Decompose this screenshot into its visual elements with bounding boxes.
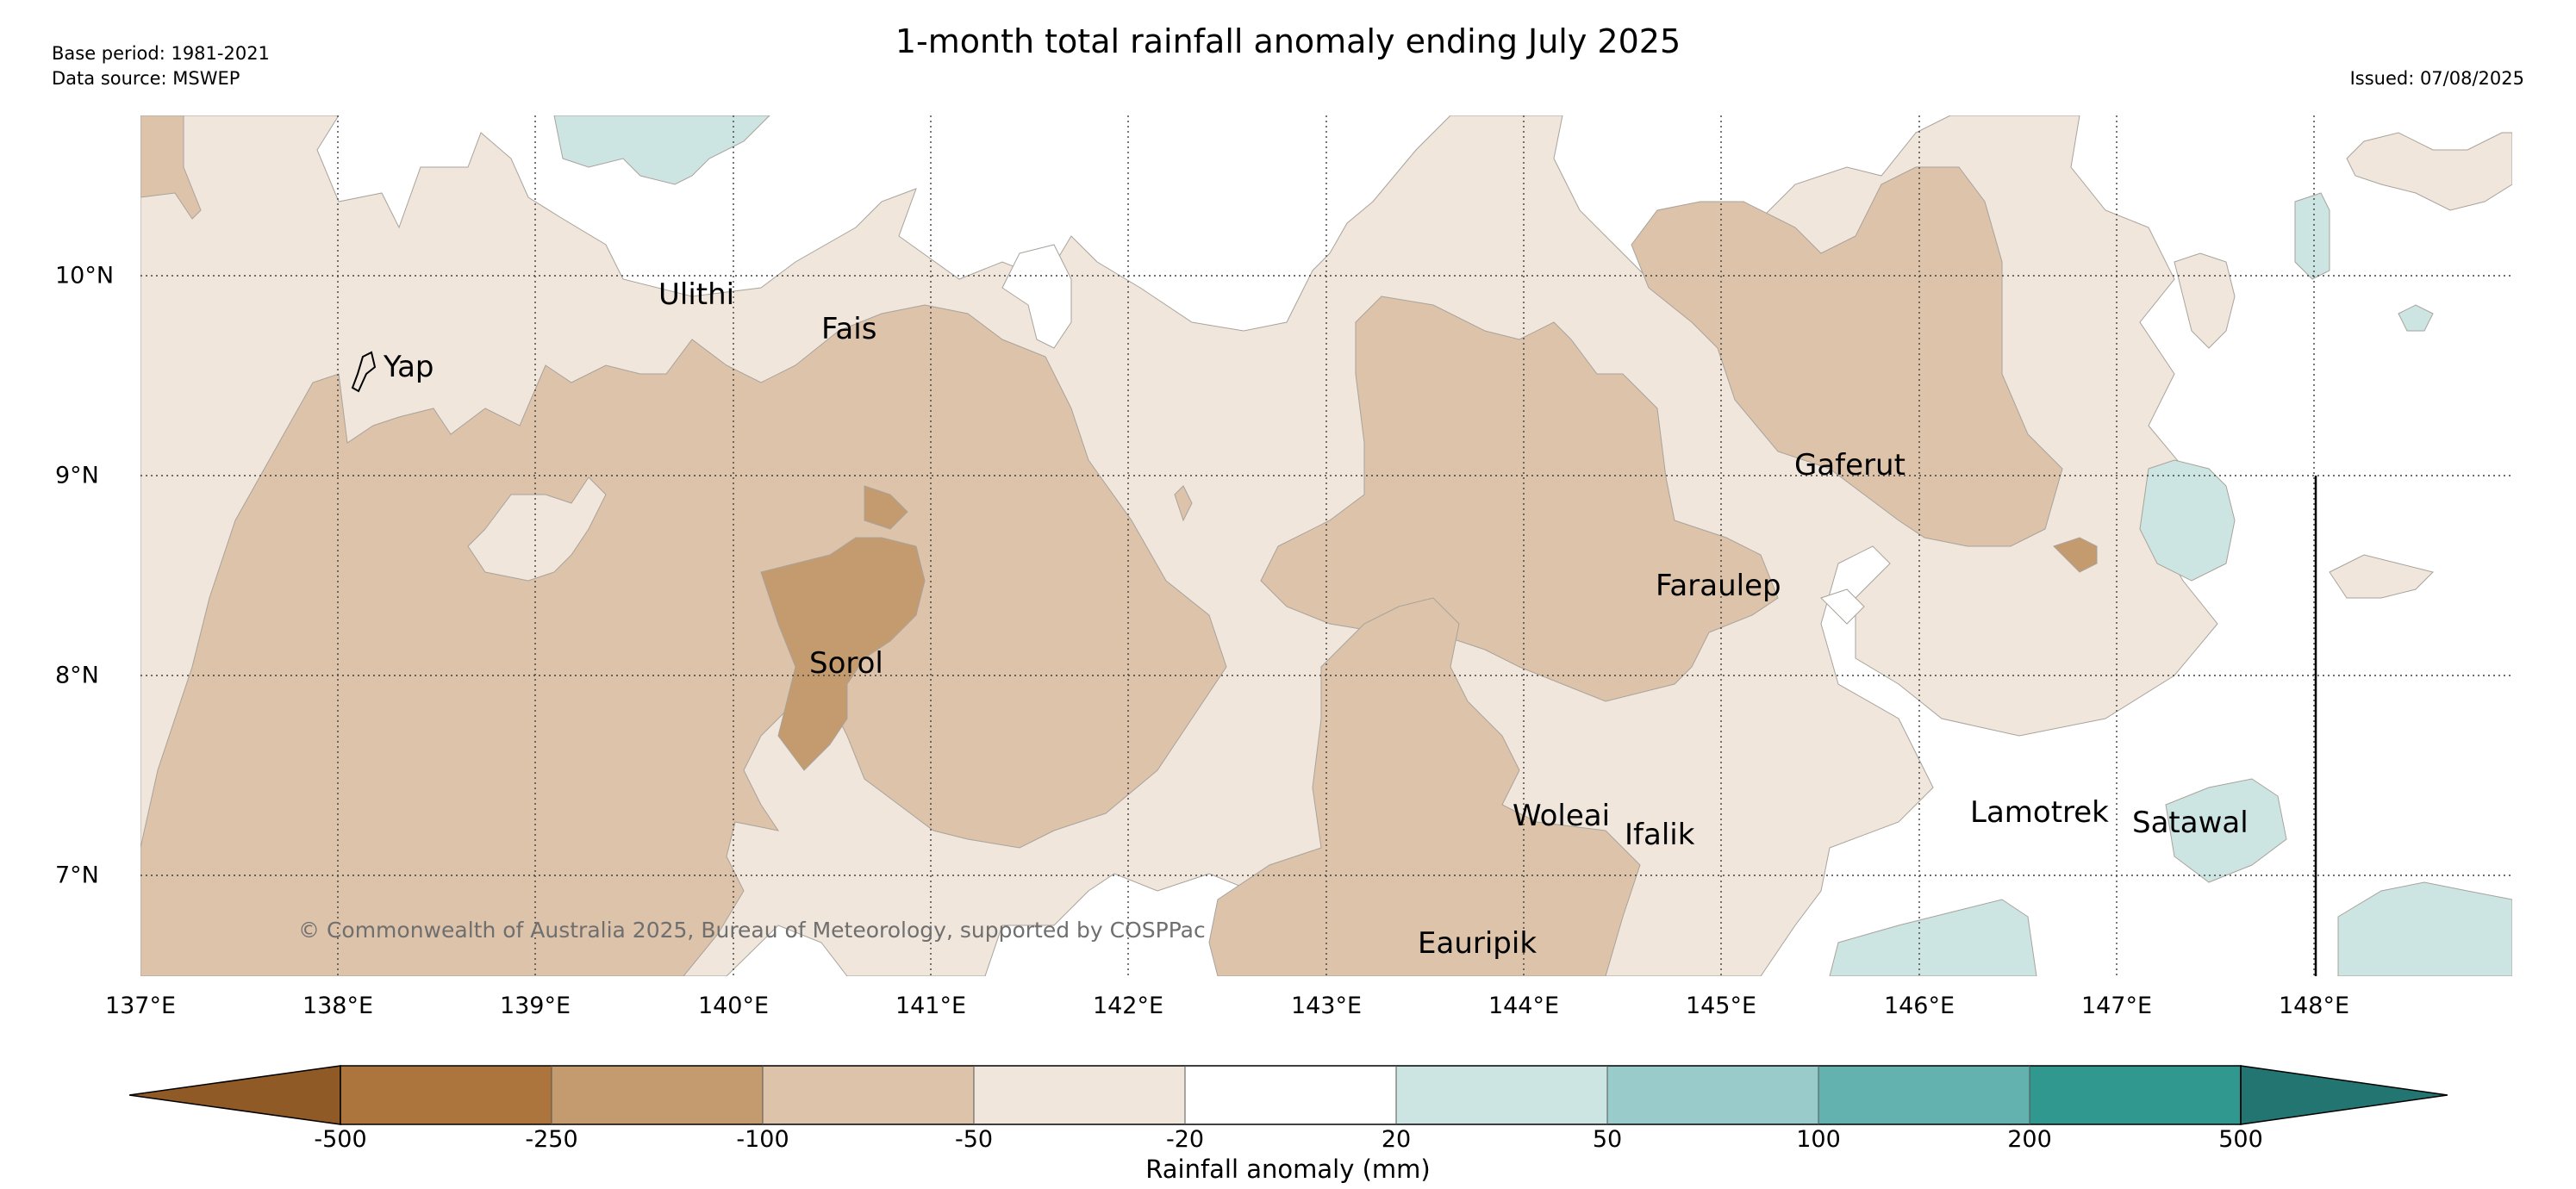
anomaly-patch-east-3: [2329, 554, 2434, 599]
issued-date-text: Issued: 07/08/2025: [2349, 68, 2524, 89]
x-tick-label: 140°E: [697, 993, 770, 1019]
y-tick-label: 9°N: [55, 462, 99, 489]
colorbar-label: Rainfall anomaly (mm): [1145, 1155, 1431, 1184]
base-period-text: Base period: 1981-2021: [52, 43, 270, 64]
anomaly-region-medium-northeast: [1631, 166, 2063, 547]
colorbar-max-arrow: [2240, 1065, 2448, 1125]
anomaly-patch-small-2: [1174, 485, 1193, 522]
anomaly-region-dark-sorol-small: [864, 485, 908, 530]
map-title: 1-month total rainfall anomaly ending Ju…: [895, 22, 1681, 60]
x-tick-label: 141°E: [895, 993, 967, 1019]
x-tick-label: 137°E: [104, 993, 177, 1019]
place-label-ifalik: Ifalik: [1625, 818, 1695, 852]
copyright-notice: © Commonwealth of Australia 2025, Bureau…: [298, 918, 1206, 943]
map-gridlines: [140, 115, 2512, 976]
x-tick-label: 145°E: [1685, 993, 1757, 1019]
place-label-fais: Fais: [821, 312, 877, 346]
wet-region-southeast: [2337, 881, 2512, 976]
place-label-eauripik: Eauripik: [1418, 926, 1537, 961]
anomaly-patch-nw-corner: [140, 115, 202, 220]
wet-region-south-1: [1829, 899, 2037, 976]
x-tick-label: 139°E: [499, 993, 571, 1019]
x-tick-label: 144°E: [1488, 993, 1560, 1019]
y-tick-label: 10°N: [55, 262, 115, 289]
place-label-gaferut: Gaferut: [1794, 448, 1905, 482]
place-label-woleai: Woleai: [1513, 799, 1611, 833]
colorbar-bin: [340, 1066, 552, 1124]
wet-region-small-east: [2398, 304, 2434, 332]
x-tick-label: 142°E: [1092, 993, 1164, 1019]
anomaly-region-medium-west: [140, 304, 1227, 976]
colorbar-min-arrow: [129, 1065, 341, 1125]
x-tick-label: 138°E: [302, 993, 374, 1019]
colorbar-tick-label: 100: [1796, 1126, 1841, 1153]
colorbar-bin: [1607, 1066, 1818, 1124]
place-label-lamotrek: Lamotrek: [1970, 795, 2109, 830]
colorbar-frame: [340, 1065, 2242, 1125]
colorbar-bin: [552, 1066, 763, 1124]
x-tick-label: 148°E: [2278, 993, 2350, 1019]
near-normal-region-1: [1001, 244, 1072, 349]
place-label-faraulep: Faraulep: [1656, 569, 1781, 603]
colorbar-tick-label: 500: [2218, 1126, 2263, 1153]
wet-region-east-1: [2139, 459, 2236, 582]
colorbar-tick-label: -20: [1165, 1126, 1205, 1153]
y-tick-label: 8°N: [55, 662, 99, 689]
anomaly-patch-east-2: [2174, 252, 2236, 349]
anomaly-region-medium-central: [1260, 296, 1779, 702]
colorbar-tick-label: -500: [314, 1126, 367, 1153]
colorbar-tick-label: -50: [954, 1126, 994, 1153]
colorbar: [129, 1065, 2448, 1125]
near-normal-region-2: [1820, 588, 1865, 625]
colorbar-tick-label: 50: [1592, 1126, 1623, 1153]
colorbar-tick-label: 20: [1381, 1126, 1412, 1153]
yap-island-outline: [351, 351, 377, 393]
y-tick-label: 7°N: [55, 862, 99, 889]
colorbar-tick-label: -250: [525, 1126, 578, 1153]
place-label-sorol: Sorol: [809, 646, 883, 681]
colorbar-bin: [763, 1066, 974, 1124]
data-source-text: Data source: MSWEP: [52, 68, 240, 89]
anomaly-patch-east-1: [2346, 132, 2512, 211]
colorbar-bin: [1185, 1066, 1396, 1124]
anomaly-region-dark-sorol: [760, 537, 926, 771]
wet-region-east-3: [2165, 778, 2287, 883]
colorbar-bin: [2030, 1066, 2241, 1124]
place-label-ulithi: Ulithi: [658, 277, 735, 312]
colorbar-tick-label: -100: [736, 1126, 789, 1153]
wet-region-east-2: [2294, 192, 2330, 280]
anomaly-region-medium-west-hole: [467, 476, 607, 582]
colorbar-bin: [1396, 1066, 1607, 1124]
colorbar-bin: [974, 1066, 1185, 1124]
anomaly-patch-small-1: [2053, 537, 2098, 573]
x-tick-label: 146°E: [1883, 993, 1955, 1019]
place-label-yap: Yap: [384, 350, 434, 384]
anomaly-region-medium-south: [1208, 597, 1641, 976]
colorbar-bin: [1818, 1066, 2030, 1124]
x-tick-label: 147°E: [2080, 993, 2153, 1019]
x-tick-label: 143°E: [1290, 993, 1363, 1019]
place-label-satawal: Satawal: [2132, 806, 2249, 840]
wet-region-north: [553, 115, 770, 185]
colorbar-tick-label: 200: [2007, 1126, 2052, 1153]
rainfall-anomaly-map: [140, 115, 2512, 976]
